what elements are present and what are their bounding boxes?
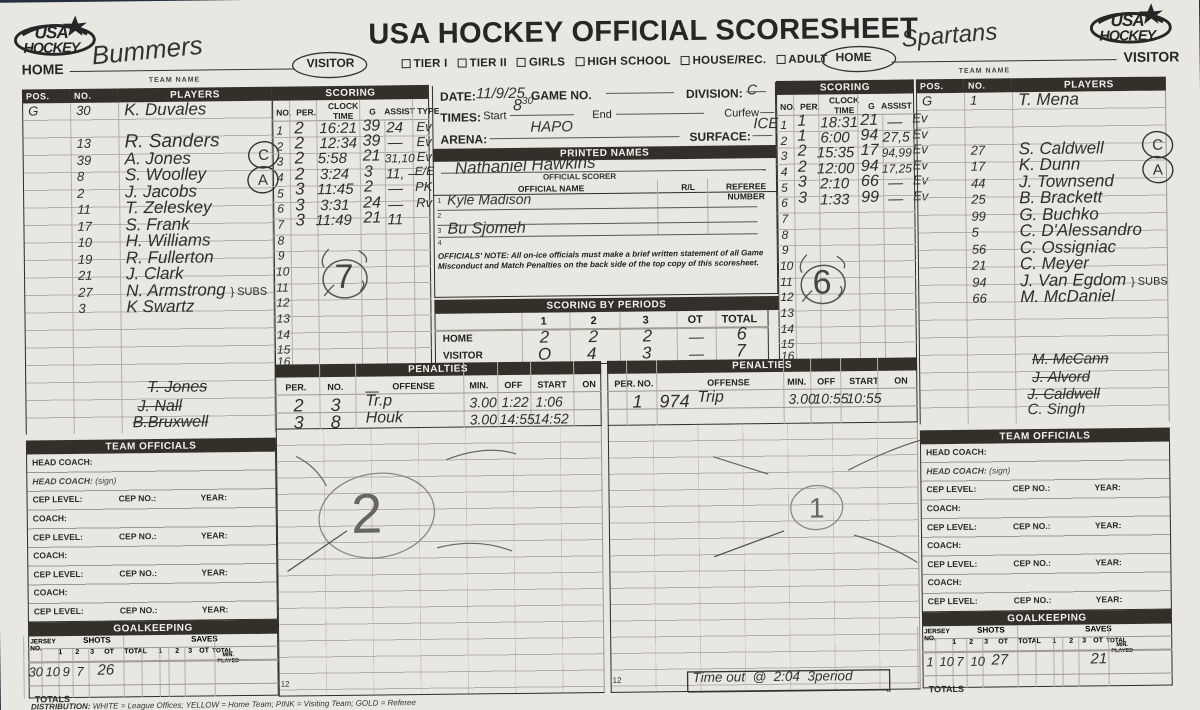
- svg-text:A: A: [1153, 162, 1163, 179]
- svg-text:C: C: [258, 147, 269, 164]
- svg-text:HOCKEY: HOCKEY: [1099, 28, 1157, 45]
- svg-text:USA: USA: [34, 23, 68, 42]
- svg-text:1: 1: [809, 492, 825, 523]
- svg-text:2: 2: [351, 481, 383, 544]
- svg-text:HOCKEY: HOCKEY: [23, 40, 81, 57]
- svg-text:A: A: [258, 172, 268, 189]
- svg-text:USA: USA: [1110, 11, 1144, 30]
- svg-text:6: 6: [812, 263, 831, 301]
- svg-text:C: C: [1152, 137, 1163, 154]
- svg-text:7: 7: [334, 258, 353, 296]
